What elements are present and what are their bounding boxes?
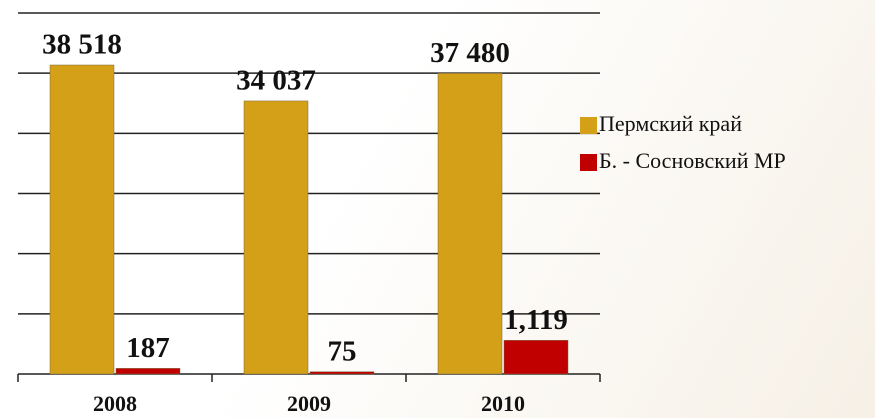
bar <box>309 371 375 375</box>
x-tick-label: 2010 <box>481 391 525 416</box>
legend-label: Пермский край <box>599 111 742 136</box>
data-label: 34 037 <box>236 65 316 97</box>
data-label: 37 480 <box>430 37 510 69</box>
legend-swatch <box>580 154 597 171</box>
legend-swatch <box>580 117 597 134</box>
bar <box>437 73 503 375</box>
data-label: 38 518 <box>42 29 122 61</box>
x-tick-label: 2009 <box>287 391 331 416</box>
data-label: 75 <box>328 335 357 367</box>
data-label: 1,119 <box>504 304 568 336</box>
bar <box>243 100 309 375</box>
x-tick-label: 2008 <box>93 391 137 416</box>
bar <box>49 64 115 375</box>
legend-label: Б. - Сосновский МР <box>599 148 786 173</box>
bar <box>115 368 181 375</box>
data-label: 187 <box>126 332 170 364</box>
bar <box>503 340 569 375</box>
